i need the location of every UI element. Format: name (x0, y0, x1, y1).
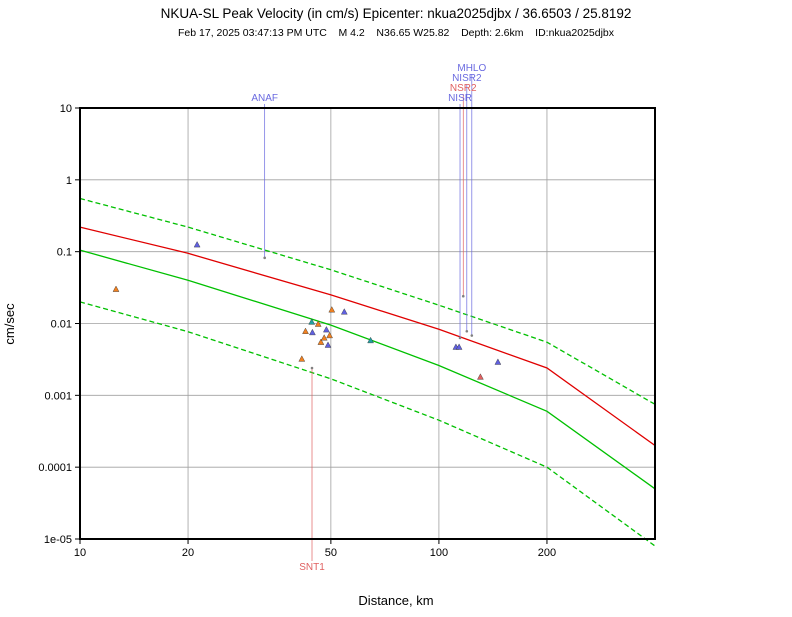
y-tick-label: 0.01 (51, 319, 72, 331)
station-label: ANAF (251, 93, 278, 104)
data-point (317, 338, 325, 345)
x-axis-label: Distance, km (358, 593, 433, 608)
y-tick-label: 1e-05 (44, 534, 72, 546)
station-label: SNT1 (299, 562, 325, 573)
y-tick-label: 0.0001 (38, 462, 72, 474)
x-tick-label: 100 (430, 547, 448, 559)
data-point (477, 373, 484, 380)
y-tick-label: 10 (60, 103, 72, 115)
y-tick-label: 0.1 (57, 247, 72, 259)
data-point (298, 355, 306, 362)
data-point (112, 285, 120, 292)
model-bound-curve (79, 197, 656, 405)
x-tick-label: 200 (538, 547, 556, 559)
station-label: MHLO (457, 63, 486, 74)
data-point (367, 336, 374, 344)
axis-ticks: 10 20 50 100 200 10 1 0.1 0.01 0.001 0.0001 1e-05 (38, 103, 556, 559)
station-label: NISR (448, 93, 472, 104)
data-point (263, 256, 266, 260)
station-label: NISR2 (452, 73, 482, 84)
x-tick-label: 20 (182, 547, 194, 559)
data-point (340, 308, 348, 315)
station-label: NSR2 (450, 83, 477, 94)
data-point (326, 331, 333, 339)
data-point (328, 306, 336, 313)
station-points (112, 241, 502, 380)
data-point (458, 336, 462, 340)
x-tick-label: 10 (74, 547, 86, 559)
model-curves (79, 197, 656, 547)
model-median-curve (79, 249, 656, 490)
data-point (302, 327, 309, 334)
data-point (455, 343, 463, 350)
data-point (310, 366, 314, 370)
model-bound-curve (79, 301, 656, 547)
grid-lines (79, 107, 655, 540)
data-point (320, 334, 328, 341)
data-point (470, 334, 474, 337)
data-point (309, 328, 316, 336)
data-point (314, 320, 322, 327)
y-tick-label: 0.001 (44, 390, 72, 402)
y-axis-label: cm/sec (2, 303, 17, 345)
data-point (465, 329, 469, 333)
data-point (323, 326, 330, 333)
data-point (308, 318, 316, 325)
chart-title: NKUA-SL Peak Velocity (in cm/s) Epicente… (161, 6, 632, 21)
x-tick-label: 50 (325, 547, 337, 559)
data-point (193, 241, 201, 248)
y-tick-label: 1 (66, 175, 72, 187)
model-median-curve (79, 226, 656, 447)
data-point (324, 341, 332, 348)
chart-subtitle: Feb 17, 2025 03:47:13 PM UTC M 4.2 N36.6… (178, 27, 615, 39)
data-point (461, 294, 465, 298)
data-point (494, 358, 502, 365)
